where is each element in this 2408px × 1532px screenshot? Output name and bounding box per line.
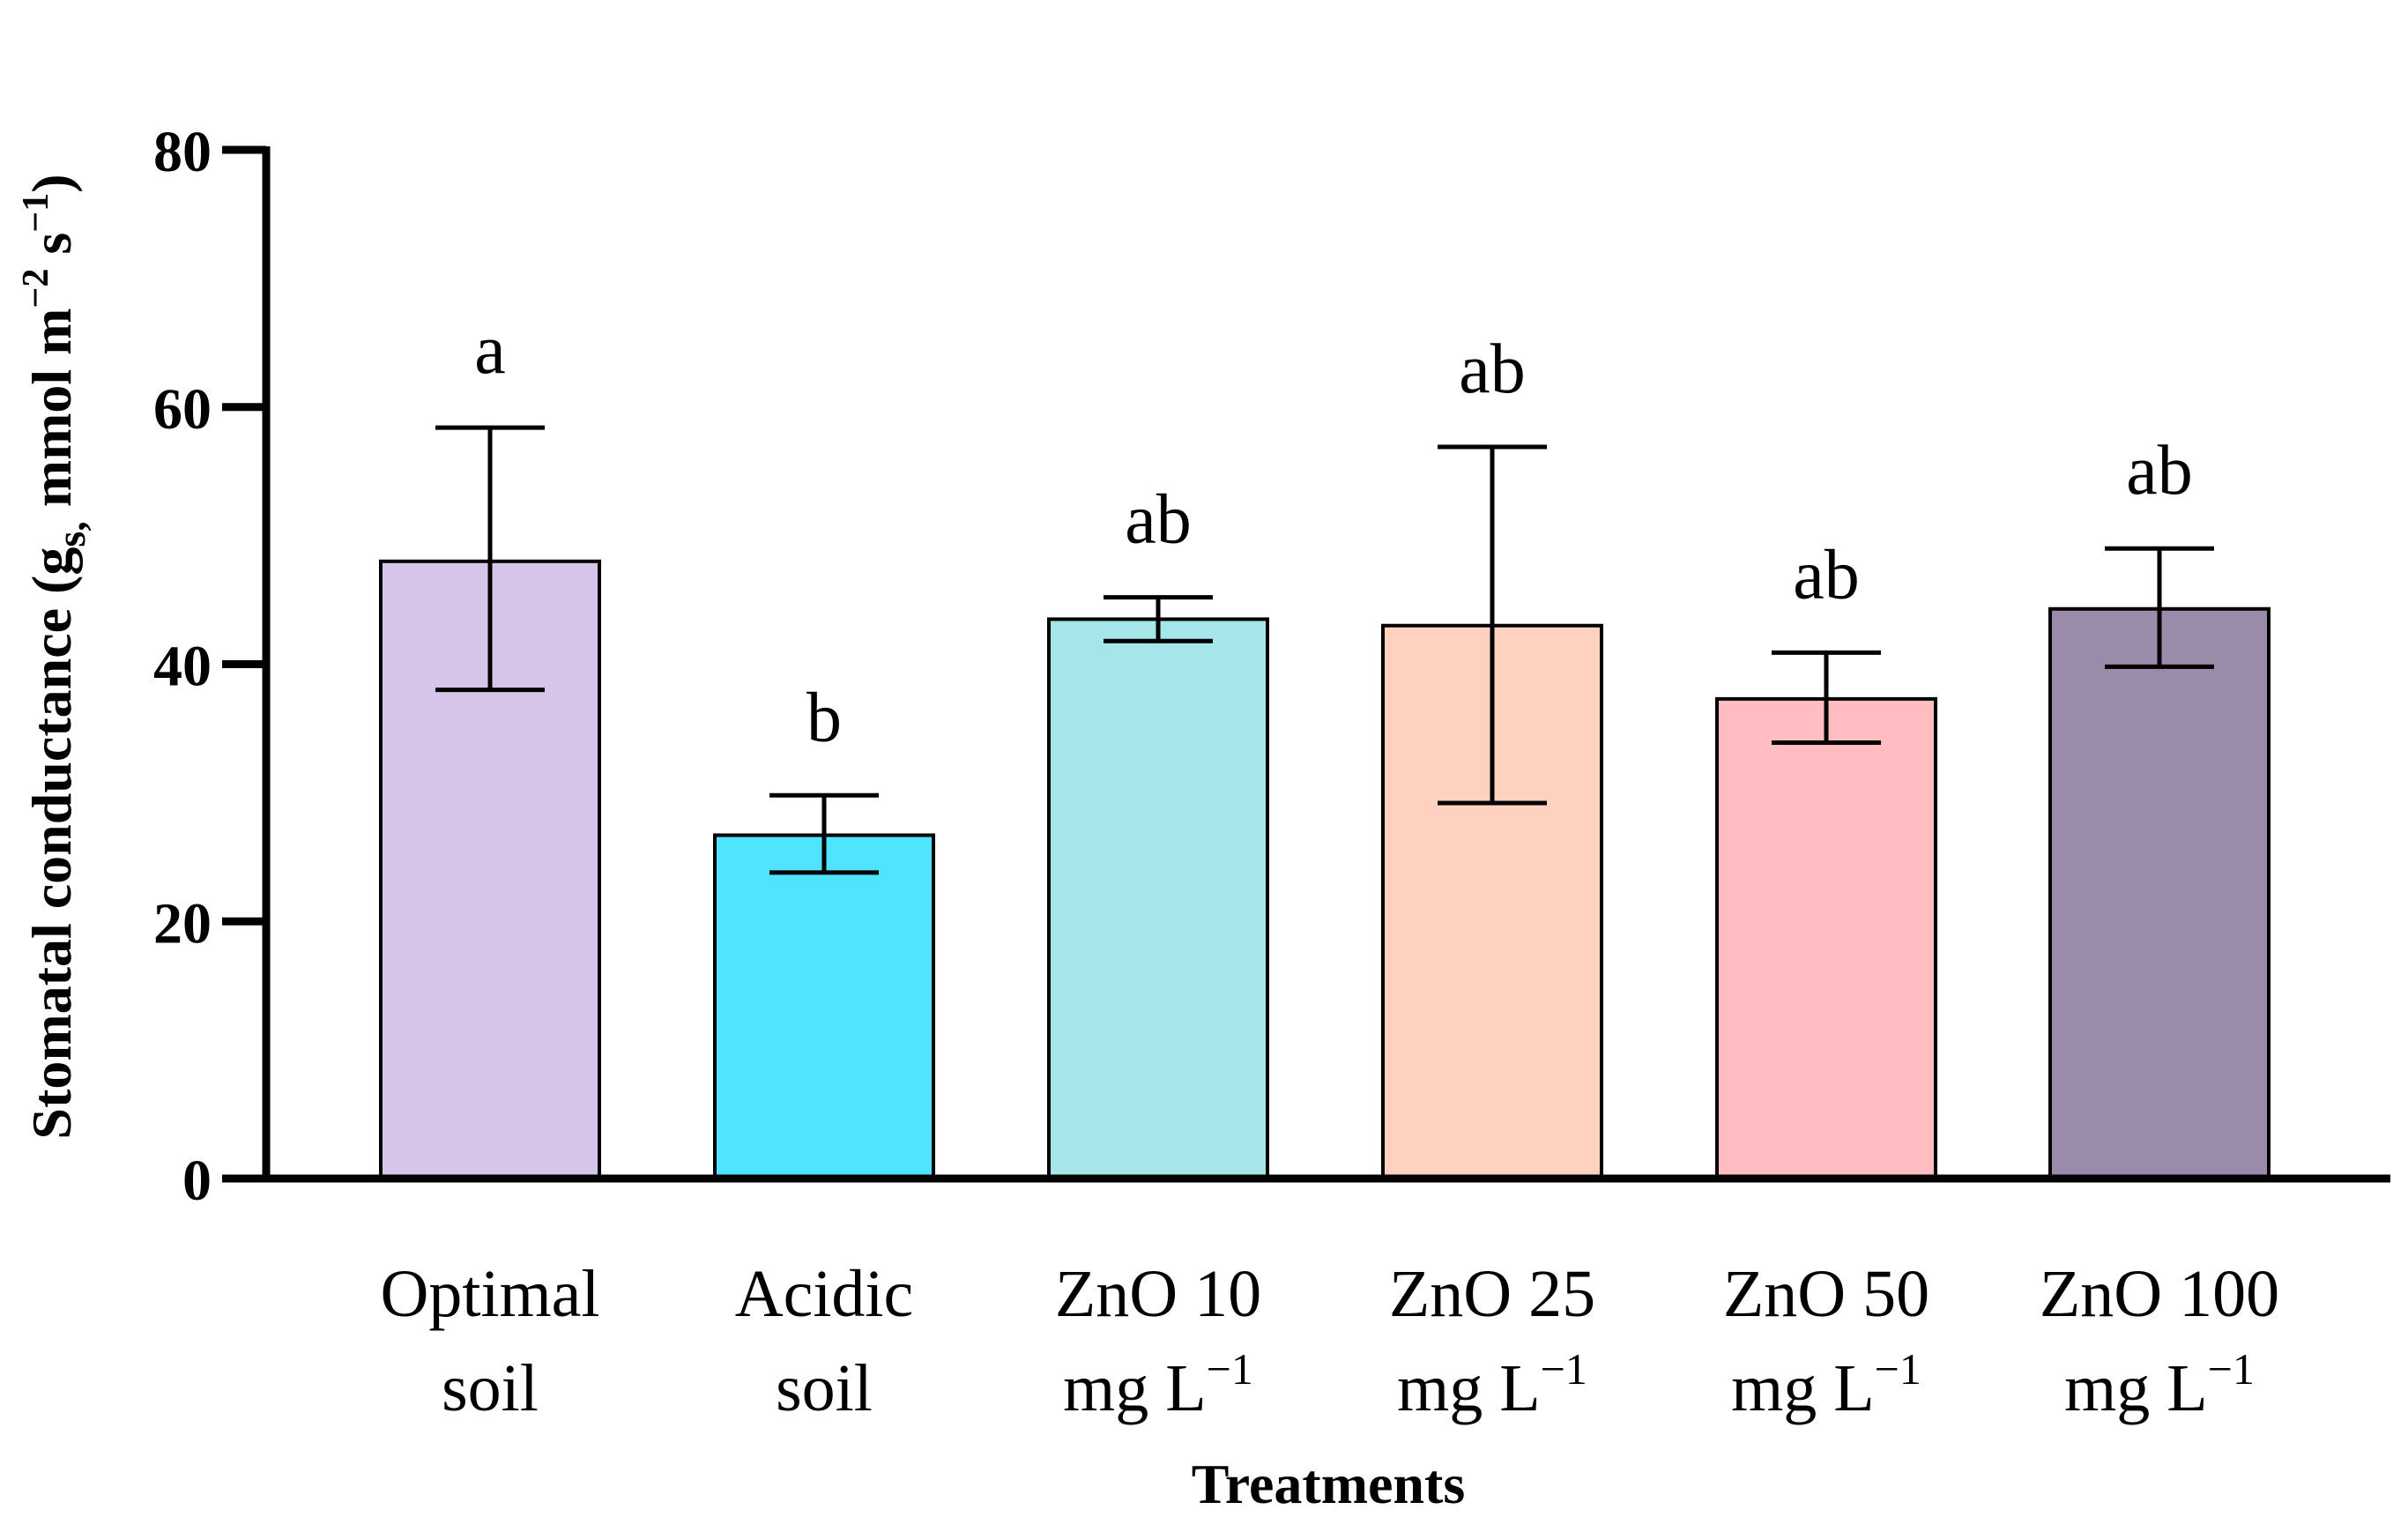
x-category-label-1-line2: soil (442, 1351, 539, 1425)
significance-label-1: a (474, 311, 506, 389)
significance-label-6: ab (2126, 432, 2193, 509)
x-category-label-6-line1: ZnO 100 (2040, 1257, 2279, 1331)
x-category-label-6-line2: mg L−1 (2064, 1344, 2255, 1425)
x-category-label-4-line2: mg L−1 (1397, 1344, 1587, 1425)
x-category-label-3-line1: ZnO 10 (1055, 1257, 1261, 1331)
y-tick-label-40: 40 (153, 635, 212, 699)
error-bars-layer (435, 425, 2214, 875)
x-category-label-2-line1: Acidic (735, 1257, 914, 1331)
bar-2 (713, 833, 935, 1180)
axes-layer (222, 145, 2390, 1183)
bar-6 (2048, 606, 2271, 1180)
x-category-label-5-line1: ZnO 50 (1723, 1257, 1929, 1331)
x-axis-title: Treatments (1192, 1453, 1465, 1515)
bar-5 (1715, 696, 1937, 1180)
x-category-label-3-line2: mg L−1 (1063, 1344, 1253, 1425)
y-tick-label-0: 0 (182, 1149, 212, 1213)
x-category-label-4-line1: ZnO 25 (1389, 1257, 1595, 1331)
bars-layer (379, 559, 2271, 1180)
x-category-label-5-line2: mg L−1 (1731, 1344, 1921, 1425)
bar-3 (1047, 617, 1269, 1180)
significance-label-4: ab (1459, 331, 1526, 408)
y-tick-label-60: 60 (153, 377, 212, 442)
x-category-label-1-line1: Optimal (380, 1257, 599, 1331)
y-tick-label-80: 80 (153, 120, 212, 184)
y-axis-title: Stomatal conductance (gs, mmol m−2 s−1) (16, 174, 93, 1139)
significance-label-2: b (806, 679, 842, 756)
labels-layer: 0 20 40 60 80 Optimal soil Acidic soil ZnO 10 mg L… (16, 120, 2279, 1515)
significance-label-5: ab (1793, 536, 1860, 614)
significance-label-3: ab (1125, 481, 1192, 559)
y-tick-label-20: 20 (153, 891, 212, 956)
x-category-label-2-line2: soil (776, 1351, 873, 1425)
